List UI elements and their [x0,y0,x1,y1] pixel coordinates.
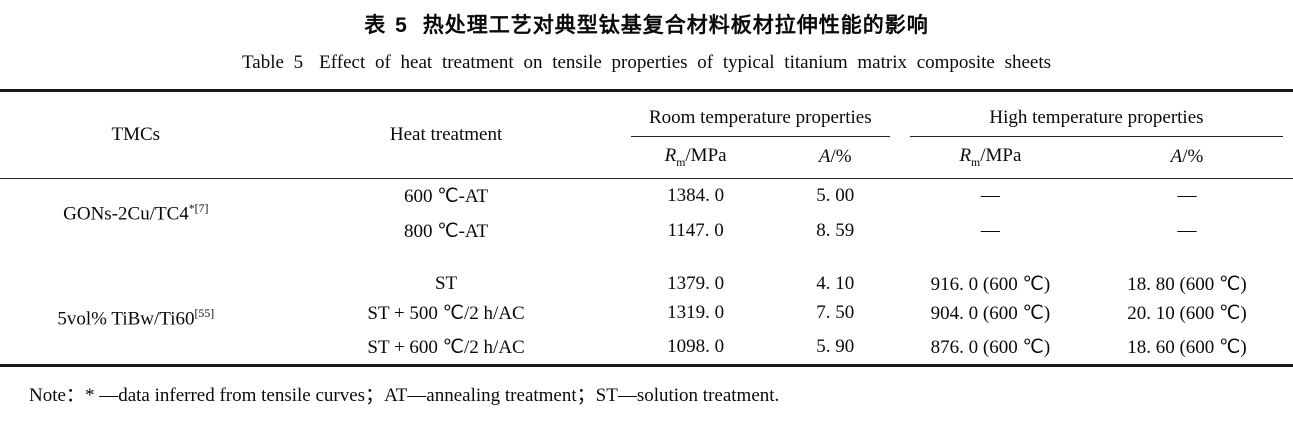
rt-a-cell: 5. 90 [816,336,855,358]
table-header: TMCs Heat treatment Room temperature pro… [0,90,1293,179]
header-rm-high: Rm/MPa [899,136,1081,179]
rt-a-cell: 5. 00 [816,185,855,207]
rt-rm-cell: 1379. 0 [667,273,725,294]
tmc-reference: *[7] [188,202,209,216]
table-row: GONs-2Cu/TC4*[7] 600 ℃-AT 1384. 0 5. 00 … [0,179,1293,224]
tmc-name: 5vol% TiBw/Ti60 [57,307,195,329]
header-heat-treatment: Heat treatment [271,90,621,179]
table-row: ST + 500 ℃/2 h/AC 1319. 0 7. 50 904. 0 (… [0,296,1293,331]
heat-treatment-cell: ST + 500 ℃/2 h/AC [367,302,525,324]
ht-a-cell: 18. 80 (600 ℃) [1127,273,1247,295]
ht-rm-cell: 904. 0 (600 ℃) [930,302,1051,324]
header-rm-room: Rm/MPa [620,136,771,179]
ht-a-cell: — [1177,220,1197,241]
ht-rm-cell: 876. 0 (600 ℃) [930,336,1051,358]
heat-treatment-cell: 800 ℃-AT [404,220,489,242]
header-room-temperature-label: Room temperature properties [630,99,890,137]
tmc-name-cell: 5vol% TiBw/Ti60[55] [0,249,272,366]
rt-a-cell: 4. 10 [816,273,855,294]
a-symbol: A [1170,146,1183,168]
tmc-name: GONs-2Cu/TC4 [63,203,189,225]
rt-a-cell: 7. 50 [816,302,855,323]
header-high-temperature-label: High temperature properties [909,99,1283,137]
tmc-reference: [55] [194,306,215,320]
header-room-temperature-group: Room temperature properties [621,91,900,137]
header-tmcs: TMCs [0,90,272,179]
table-footnote: Note：* —data inferred from tensile curve… [0,380,1293,407]
rm-unit: /MPa [980,144,1022,166]
a-symbol: A [818,146,831,168]
rm-unit: /MPa [685,144,727,166]
header-high-temperature-group: High temperature properties [900,91,1293,137]
a-unit: /% [830,146,852,168]
rm-symbol: R [959,144,972,166]
footnote-label: Note： [29,385,85,406]
ht-a-cell: — [1177,185,1197,207]
rt-rm-cell: 1384. 0 [667,185,725,207]
header-row-groups: TMCs Heat treatment Room temperature pro… [0,90,1293,179]
heat-treatment-cell: ST [434,273,458,294]
heat-treatment-cell: ST + 600 ℃/2 h/AC [367,336,525,358]
header-a-room: A/% [770,136,900,179]
rt-rm-cell: 1319. 0 [667,302,725,323]
tensile-properties-table: TMCs Heat treatment Room temperature pro… [0,89,1293,367]
table-title-english: Table 5 Effect of heat treatment on tensi… [0,52,1293,74]
table-title-cn-text: 热处理工艺对典型钛基复合材料板材拉伸性能的影响 [422,14,929,37]
ht-rm-cell: — [980,220,1000,241]
tmc-name-cell: GONs-2Cu/TC4*[7] [0,179,272,249]
table-row: ST + 600 ℃/2 h/AC 1098. 0 5. 90 876. 0 (… [0,331,1293,366]
rm-subscript: m [676,155,686,169]
table-title-chinese: 表 5 热处理工艺对典型钛基复合材料板材拉伸性能的影响 [0,0,1293,39]
a-unit: /% [1182,146,1204,168]
rt-rm-cell: 1147. 0 [667,220,724,241]
ht-rm-cell: 916. 0 (600 ℃) [930,273,1051,295]
rm-subscript: m [971,155,981,169]
rt-rm-cell: 1098. 0 [667,336,725,358]
ht-a-cell: 20. 10 (600 ℃) [1127,302,1247,324]
header-row-subcolumns: Rm/MPa A/% Rm/MPa A/% [0,136,1293,179]
ht-a-cell: 18. 60 (600 ℃) [1127,336,1247,358]
table-number-en: Table 5 [241,52,304,73]
footnote-text: * —data inferred from tensile curves；AT—… [84,385,780,406]
ht-rm-cell: — [980,185,1000,207]
table-number-cn: 表 5 [364,14,409,37]
table-row: 5vol% TiBw/Ti60[55] ST 1379. 0 4. 10 916… [0,249,1293,329]
heat-treatment-cell: 600 ℃-AT [404,185,489,207]
rm-symbol: R [664,144,677,166]
table-title-en-text: Effect of heat treatment on tensile prop… [319,52,1051,73]
table-row: 800 ℃-AT 1147. 0 8. 59 — — [0,214,1293,249]
rt-a-cell: 8. 59 [816,220,855,241]
table-body: GONs-2Cu/TC4*[7] 600 ℃-AT 1384. 0 5. 00 … [0,179,1293,366]
header-a-high: A/% [1080,136,1293,179]
